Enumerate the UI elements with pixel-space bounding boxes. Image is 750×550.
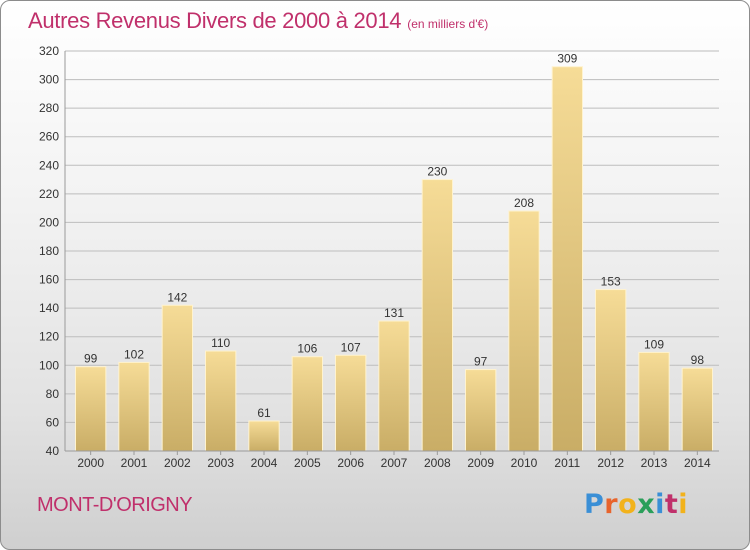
bar: [161, 304, 194, 452]
data-label: 142: [167, 290, 187, 304]
x-tick-label: 2012: [597, 456, 624, 470]
data-label: 230: [427, 165, 447, 179]
y-tick-label: 40: [46, 444, 60, 458]
bar: [378, 320, 410, 452]
bar: [551, 66, 584, 452]
x-tick-label: 2002: [164, 456, 191, 470]
x-tick-label: 2014: [684, 456, 711, 470]
chart-title: Autres Revenus Divers de 2000 à 2014 (en …: [28, 8, 488, 34]
x-tick-label: 2003: [207, 456, 234, 470]
x-tick-label: 2001: [121, 456, 148, 470]
bar: [681, 367, 714, 452]
bar: [595, 289, 627, 452]
x-tick-label: 2008: [424, 456, 451, 470]
bar: [205, 350, 237, 452]
logo-letter: P: [584, 489, 605, 520]
data-label: 106: [297, 342, 317, 356]
data-label: 131: [384, 306, 404, 320]
y-tick-label: 200: [39, 215, 59, 229]
x-tick-label: 2006: [337, 456, 364, 470]
x-tick-label: 2009: [467, 456, 494, 470]
data-label: 153: [601, 275, 621, 289]
bar: [335, 354, 367, 452]
logo-letter: o: [618, 489, 638, 520]
commune-name: MONT-D'ORIGNY: [37, 494, 193, 516]
y-tick-label: 220: [39, 187, 59, 201]
data-label: 309: [557, 52, 577, 66]
logo-letter: t: [664, 489, 679, 520]
y-tick-label: 120: [39, 330, 59, 344]
x-tick-label: 2000: [77, 456, 104, 470]
bar: [118, 361, 150, 452]
data-label: 98: [691, 353, 705, 367]
logo-letter: r: [604, 489, 619, 520]
logo-letter: x: [637, 489, 656, 520]
y-tick-label: 240: [39, 158, 59, 172]
bar: [75, 366, 107, 452]
data-label: 99: [84, 352, 98, 366]
y-tick-label: 260: [39, 130, 59, 144]
x-tick-label: 2004: [251, 456, 278, 470]
bar: [421, 179, 453, 452]
bar: [291, 356, 323, 452]
logo-letter: i: [678, 489, 689, 520]
data-label: 102: [124, 347, 144, 361]
proxiti-logo: Proxiti: [584, 489, 688, 520]
y-tick-label: 180: [39, 244, 59, 258]
y-tick-label: 160: [39, 273, 59, 287]
data-label: 97: [474, 355, 488, 369]
x-tick-label: 2005: [294, 456, 321, 470]
bar: [465, 369, 497, 452]
data-label: 107: [341, 340, 361, 354]
y-tick-label: 320: [39, 44, 59, 58]
logo-letter: i: [655, 489, 665, 520]
y-tick-label: 100: [39, 358, 59, 372]
y-tick-label: 60: [46, 415, 60, 429]
data-label: 208: [514, 196, 534, 210]
x-tick-label: 2011: [554, 456, 580, 470]
x-tick-label: 2010: [511, 456, 538, 470]
x-tick-label: 2013: [641, 456, 668, 470]
x-tick-label: 2007: [381, 456, 408, 470]
y-tick-label: 140: [39, 301, 59, 315]
bar: [638, 351, 670, 452]
data-label: 110: [211, 336, 230, 350]
y-tick-label: 300: [39, 73, 59, 87]
y-tick-label: 80: [46, 387, 60, 401]
data-label: 61: [257, 406, 271, 420]
bar: [248, 420, 280, 452]
data-label: 109: [644, 337, 664, 351]
bar: [508, 210, 540, 452]
chart-title-unit: (en milliers d'€): [407, 17, 489, 31]
y-tick-label: 280: [39, 101, 59, 115]
chart-title-main: Autres Revenus Divers de 2000 à 2014: [28, 8, 402, 33]
